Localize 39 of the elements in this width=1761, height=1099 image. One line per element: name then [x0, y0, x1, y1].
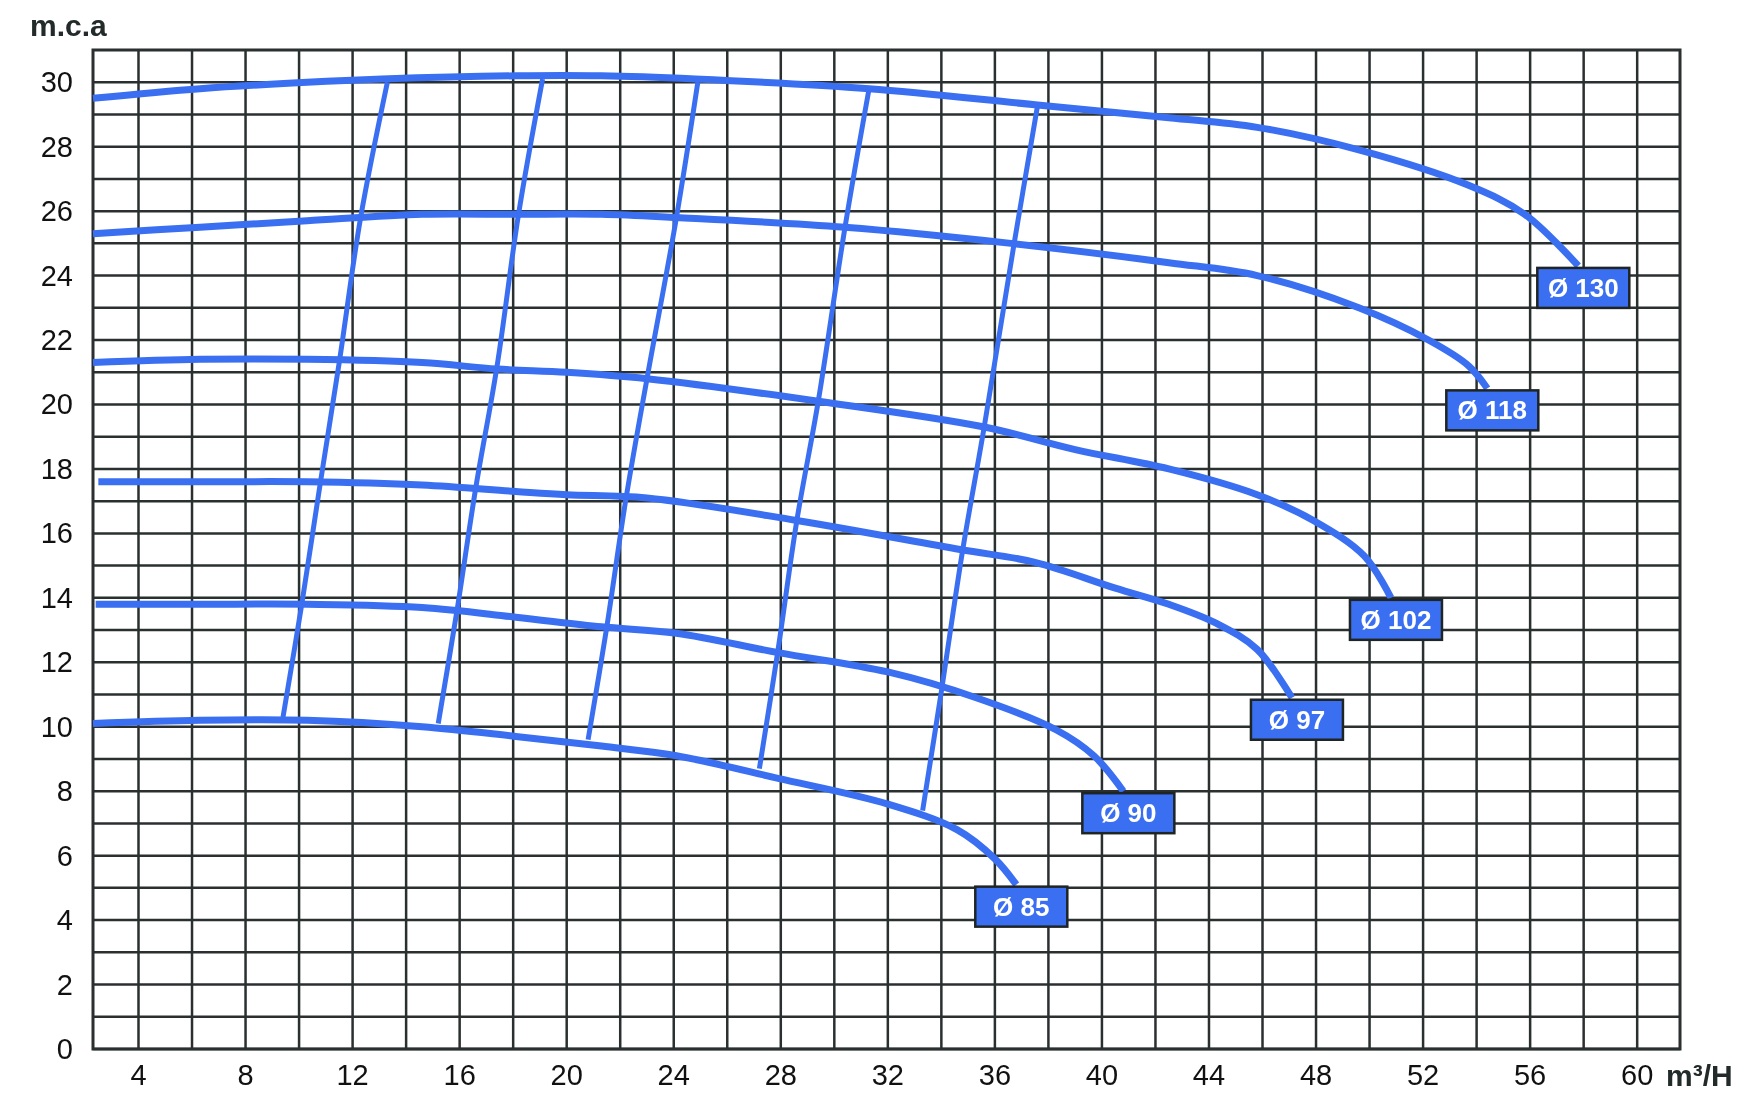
- x-tick-label: 44: [1192, 1059, 1226, 1091]
- x-tick-label: 52: [1406, 1059, 1440, 1091]
- x-tick-label: 24: [657, 1059, 690, 1091]
- x-tick-label: 28: [764, 1059, 797, 1091]
- y-tick-label: 30: [40, 66, 73, 99]
- x-tick-label: 48: [1299, 1059, 1333, 1091]
- y-tick-label: 18: [40, 452, 73, 485]
- y-tick-label: 28: [40, 130, 73, 163]
- x-tick-label: 36: [978, 1059, 1012, 1091]
- y-tick-label: 2: [56, 968, 73, 1001]
- y-tick-label: 16: [40, 517, 73, 550]
- y-tick-label: 10: [40, 710, 73, 743]
- y-tick-label: 22: [40, 324, 73, 357]
- y-tick-label: 12: [40, 646, 73, 679]
- series-label: Ø 130: [1547, 272, 1619, 303]
- x-tick-label: 8: [237, 1059, 254, 1091]
- x-tick-label: 16: [443, 1059, 476, 1091]
- y-tick-label: 14: [40, 581, 73, 614]
- y-tick-label: 6: [56, 839, 73, 872]
- y-tick-label: 24: [40, 259, 73, 292]
- y-tick-label: 4: [56, 904, 73, 937]
- series-label: Ø 97: [1268, 704, 1326, 735]
- x-tick-label: 20: [550, 1059, 583, 1091]
- y-tick-label: 20: [40, 388, 73, 421]
- y-tick-label: 26: [40, 195, 73, 228]
- y-tick-label: 0: [56, 1033, 73, 1065]
- y-tick-label: 8: [56, 775, 73, 808]
- x-tick-label: 32: [871, 1059, 904, 1091]
- x-tick-label: 4: [130, 1059, 147, 1091]
- x-tick-label: 60: [1621, 1059, 1654, 1091]
- series-label: Ø 85: [993, 891, 1050, 922]
- series-label: Ø 118: [1457, 395, 1528, 426]
- series-label: Ø 102: [1360, 604, 1432, 635]
- x-tick-label: 40: [1085, 1059, 1119, 1091]
- series-label: Ø 90: [1100, 798, 1157, 829]
- x-axis-title: m³/H: [1666, 1059, 1733, 1092]
- x-tick-label: 56: [1514, 1059, 1547, 1091]
- y-axis-title: m.c.a: [30, 9, 108, 42]
- x-tick-label: 12: [336, 1059, 369, 1091]
